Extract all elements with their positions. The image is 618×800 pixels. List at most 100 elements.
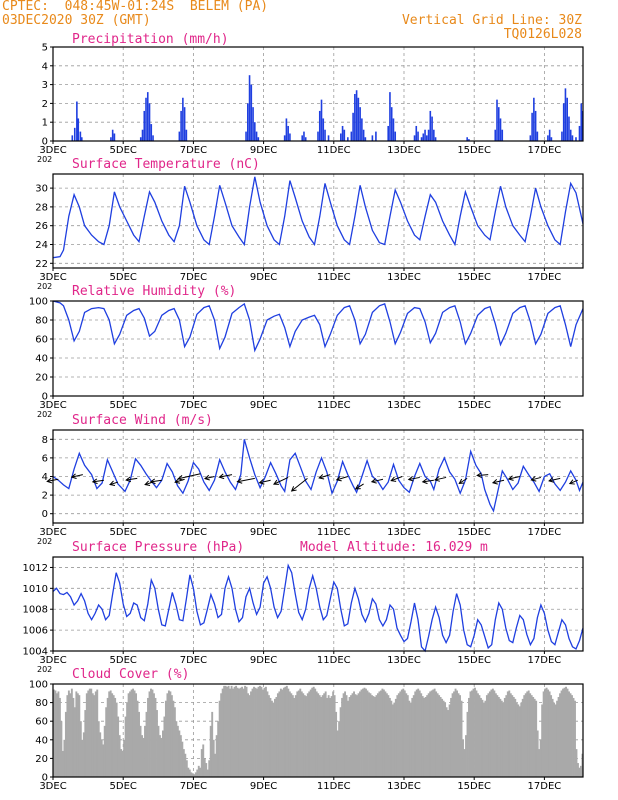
cloud-bar [70,688,73,777]
cloud-bar [435,691,438,777]
y-tick-label: 28 [35,202,48,213]
panel-frame [52,300,584,397]
cloud-bar [88,688,91,777]
x-tick-label: 13DEC [387,781,421,792]
x-tick-label: 9DEC [250,527,277,538]
cloud-bar [345,695,348,777]
cloud-bar [256,688,258,777]
precip-bar [257,137,260,141]
cloud-bar [424,697,427,777]
x-tick-label: 3DEC [39,400,66,411]
wind-arrow [548,477,561,483]
y-tick-label: 5 [42,43,48,54]
cloud-bar [409,702,412,777]
precip-bar [285,118,288,141]
wind-arrow [236,477,255,484]
cloud-bar [327,695,330,777]
cloud-bar [453,691,456,777]
x-tick-label: 9DEC [250,781,277,792]
cloud-bar [139,725,142,777]
cloud-bar [341,697,344,777]
cloud-bar [557,697,560,777]
cloud-bar [460,700,463,777]
cloud-bar [260,686,263,777]
cloud-bar [248,695,251,777]
cloud-bar [229,688,232,777]
cloud-bar [142,737,145,777]
cloud-bar [193,774,196,777]
wind-arrow [218,473,233,480]
cloud-bar [397,693,400,777]
cloud-bar [541,704,544,777]
cloud-bar [466,711,469,777]
cloud-bar [209,725,212,777]
cloud-bar [430,690,433,777]
cloud-bar [239,687,242,777]
cloud-bar [515,702,518,777]
cloud-bar [238,688,241,777]
cloud-bar [120,749,123,777]
cloud-bar [545,687,548,777]
precip-bar [536,131,539,141]
y-tick-label: 1010 [23,584,48,595]
y-tick-label: 60 [35,717,48,728]
cloud-bar [502,702,505,777]
cloud-bar [276,693,279,777]
cloud-bar [400,689,403,777]
cloud-bar [353,691,355,777]
cloud-bar [357,693,360,777]
cloud-bar [344,691,347,777]
cloud-bar [399,691,402,777]
wind-arrow [407,475,420,482]
cloud-bar [108,691,111,777]
cloud-bar [251,688,254,777]
cloud-bar [221,688,224,777]
cloud-bar [181,741,184,777]
cloud-bar [448,704,451,777]
y-tick-label: 24 [35,240,48,251]
cloud-bar [60,721,63,777]
cloud-bar [474,687,476,777]
cloud-bar [454,688,457,777]
cloud-bar [418,690,421,777]
cloud-bar [118,735,121,777]
precip-bar [287,125,289,141]
precip-bar [79,131,82,141]
cloud-bar [547,689,550,777]
panel-title: Surface Pressure (hPa) [72,540,244,555]
cloud-bar [368,692,370,777]
precip-bar [533,97,535,141]
wind-arrow [70,473,83,479]
precip-bar [182,97,184,141]
cloud-bar [220,693,223,777]
cloud-bar [160,737,163,777]
cloud-bar [560,690,563,777]
cloud-bar [254,687,257,777]
cloud-bar [161,730,164,777]
cloud-bar [226,686,229,777]
cloud-bar [433,688,436,777]
precip-bar [178,131,181,141]
cloud-bar [176,725,179,777]
cloud-bar [441,698,444,777]
precip-bar [247,103,249,141]
cloud-bar [135,693,138,777]
precip-bar [185,129,188,141]
cloud-bar [414,691,417,777]
cloud-bar [330,696,333,777]
wind-arrow [530,476,542,482]
precip-bar [564,88,567,141]
cloud-bar [512,697,515,777]
precip-bar [371,135,374,141]
cloud-bar [315,691,318,777]
precip-bar [343,129,346,141]
cloud-bar [559,693,562,777]
precip-bar [145,97,147,141]
cloud-bar [184,753,187,777]
x-tick-label: 9DEC [250,400,277,411]
cloud-bar [275,697,278,777]
cloud-bar [517,704,520,777]
cloud-bar [511,695,514,777]
pressure-line [52,563,584,653]
cloud-bar [66,695,69,777]
